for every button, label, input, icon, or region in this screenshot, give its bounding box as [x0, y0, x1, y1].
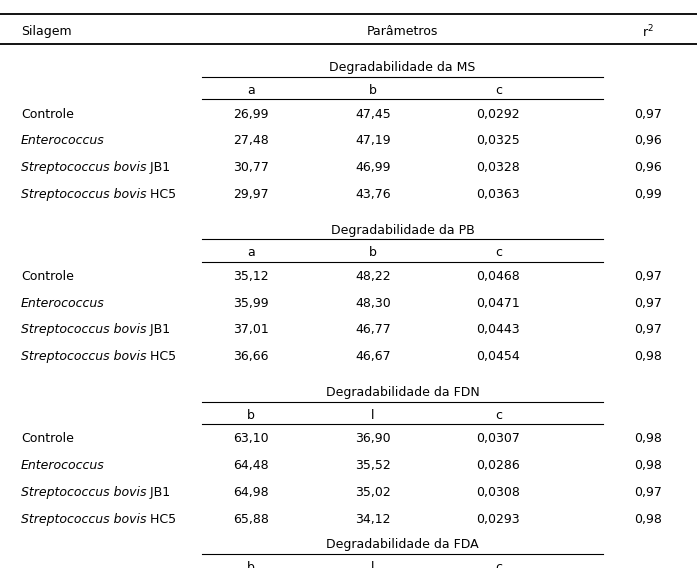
Text: Degradabilidade da MS: Degradabilidade da MS	[329, 61, 476, 74]
Text: Degradabilidade da PB: Degradabilidade da PB	[330, 224, 475, 236]
Text: c: c	[495, 409, 502, 421]
Text: Streptococcus bovis: Streptococcus bovis	[21, 323, 146, 336]
Text: 0,99: 0,99	[634, 187, 662, 201]
Text: Streptococcus bovis: Streptococcus bovis	[21, 161, 146, 174]
Text: 0,0363: 0,0363	[477, 187, 520, 201]
Text: Controle: Controle	[21, 432, 74, 445]
Text: 35,52: 35,52	[355, 459, 391, 472]
Text: 30,77: 30,77	[233, 161, 269, 174]
Text: 26,99: 26,99	[233, 107, 268, 120]
Text: Degradabilidade da FDN: Degradabilidade da FDN	[325, 386, 480, 399]
Text: Silagem: Silagem	[21, 25, 72, 38]
Text: Controle: Controle	[21, 270, 74, 283]
Text: JB1: JB1	[146, 323, 171, 336]
Text: 0,98: 0,98	[634, 459, 662, 472]
Text: l: l	[371, 561, 375, 568]
Text: 34,12: 34,12	[355, 512, 390, 525]
Text: HC5: HC5	[146, 187, 176, 201]
Text: Streptococcus bovis: Streptococcus bovis	[21, 187, 146, 201]
Text: 35,02: 35,02	[355, 486, 391, 499]
Text: 0,97: 0,97	[634, 270, 662, 283]
Text: 48,30: 48,30	[355, 296, 391, 310]
Text: Enterococcus: Enterococcus	[21, 134, 105, 147]
Text: 63,10: 63,10	[233, 432, 269, 445]
Text: 0,0292: 0,0292	[477, 107, 520, 120]
Text: Streptococcus bovis: Streptococcus bovis	[21, 486, 146, 499]
Text: r$^2$: r$^2$	[642, 23, 654, 40]
Text: HC5: HC5	[146, 350, 176, 363]
Text: c: c	[495, 561, 502, 568]
Text: 43,76: 43,76	[355, 187, 391, 201]
Text: 0,98: 0,98	[634, 512, 662, 525]
Text: 47,45: 47,45	[355, 107, 391, 120]
Text: 36,66: 36,66	[233, 350, 268, 363]
Text: Enterococcus: Enterococcus	[21, 459, 105, 472]
Text: 47,19: 47,19	[355, 134, 391, 147]
Text: l: l	[371, 409, 375, 421]
Text: 35,12: 35,12	[233, 270, 269, 283]
Text: 36,90: 36,90	[355, 432, 391, 445]
Text: b: b	[247, 561, 255, 568]
Text: 0,0471: 0,0471	[477, 296, 520, 310]
Text: 27,48: 27,48	[233, 134, 269, 147]
Text: JB1: JB1	[146, 486, 171, 499]
Text: 0,0443: 0,0443	[477, 323, 520, 336]
Text: 0,98: 0,98	[634, 350, 662, 363]
Text: 0,0293: 0,0293	[477, 512, 520, 525]
Text: Parâmetros: Parâmetros	[367, 25, 438, 38]
Text: Streptococcus bovis: Streptococcus bovis	[21, 350, 146, 363]
Text: Degradabilidade da FDA: Degradabilidade da FDA	[326, 538, 479, 551]
Text: Controle: Controle	[21, 107, 74, 120]
Text: c: c	[495, 84, 502, 97]
Text: 0,97: 0,97	[634, 296, 662, 310]
Text: a: a	[247, 84, 255, 97]
Text: 0,0308: 0,0308	[477, 486, 520, 499]
Text: 46,77: 46,77	[355, 323, 391, 336]
Text: 48,22: 48,22	[355, 270, 391, 283]
Text: 0,0468: 0,0468	[477, 270, 520, 283]
Text: HC5: HC5	[146, 512, 176, 525]
Text: 46,67: 46,67	[355, 350, 391, 363]
Text: 64,48: 64,48	[233, 459, 269, 472]
Text: 0,0325: 0,0325	[477, 134, 520, 147]
Text: Streptococcus bovis: Streptococcus bovis	[21, 512, 146, 525]
Text: 0,96: 0,96	[634, 134, 662, 147]
Text: 64,98: 64,98	[233, 486, 269, 499]
Text: 0,98: 0,98	[634, 432, 662, 445]
Text: 35,99: 35,99	[233, 296, 269, 310]
Text: 0,0454: 0,0454	[477, 350, 520, 363]
Text: a: a	[247, 247, 255, 259]
Text: 0,97: 0,97	[634, 486, 662, 499]
Text: 0,0286: 0,0286	[477, 459, 520, 472]
Text: 0,97: 0,97	[634, 107, 662, 120]
Text: JB1: JB1	[146, 161, 171, 174]
Text: 0,96: 0,96	[634, 161, 662, 174]
Text: Enterococcus: Enterococcus	[21, 296, 105, 310]
Text: 0,0307: 0,0307	[477, 432, 520, 445]
Text: c: c	[495, 247, 502, 259]
Text: 0,0328: 0,0328	[477, 161, 520, 174]
Text: 65,88: 65,88	[233, 512, 269, 525]
Text: b: b	[369, 247, 377, 259]
Text: 37,01: 37,01	[233, 323, 269, 336]
Text: 0,97: 0,97	[634, 323, 662, 336]
Text: 46,99: 46,99	[355, 161, 390, 174]
Text: 29,97: 29,97	[233, 187, 269, 201]
Text: b: b	[247, 409, 255, 421]
Text: b: b	[369, 84, 377, 97]
